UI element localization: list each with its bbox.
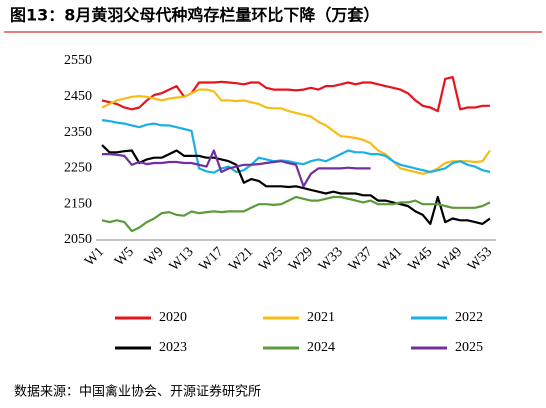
legend-label: 2024 — [307, 340, 335, 355]
legend-label: 2025 — [455, 340, 483, 355]
source: 数据来源：中国禽业协会、开源证券研究所 — [14, 384, 261, 400]
x-tick-label: W37 — [346, 244, 376, 274]
x-tick-label: W9 — [142, 244, 167, 269]
y-tick-label: 2050 — [64, 232, 92, 247]
x-tick-label: W1 — [82, 244, 107, 269]
y-tick-label: 2550 — [64, 53, 92, 68]
y-tick-label: 2250 — [64, 161, 92, 176]
x-tick-label: W25 — [256, 244, 286, 274]
series-line — [101, 144, 491, 225]
x-tick-label: W17 — [197, 244, 227, 274]
legend-label: 2022 — [455, 310, 483, 325]
legend-label: 2023 — [159, 340, 187, 355]
series-line — [101, 195, 491, 233]
x-tick-label: W5 — [112, 244, 137, 269]
x-tick-label: W21 — [226, 244, 256, 274]
x-tick-label: W33 — [316, 244, 346, 274]
series-line — [101, 76, 490, 113]
series-line — [102, 149, 371, 188]
x-tick-label: W49 — [435, 244, 465, 274]
y-tick-label: 2450 — [64, 89, 92, 104]
x-tick-label: W29 — [286, 244, 316, 274]
legend-label: 2020 — [159, 310, 187, 325]
x-tick-label: W45 — [406, 244, 436, 274]
x-tick-label: W53 — [465, 244, 495, 274]
x-tick-label: W41 — [376, 244, 406, 274]
series-line — [101, 88, 491, 175]
y-tick-label: 2350 — [64, 125, 92, 140]
x-tick-label: W13 — [167, 244, 197, 274]
legend-label: 2021 — [307, 310, 335, 325]
chart-title: 图13：8月黄羽父母代种鸡存栏量环比下降（万套） — [10, 6, 379, 25]
series-line — [101, 119, 491, 174]
y-tick-label: 2150 — [64, 196, 92, 211]
